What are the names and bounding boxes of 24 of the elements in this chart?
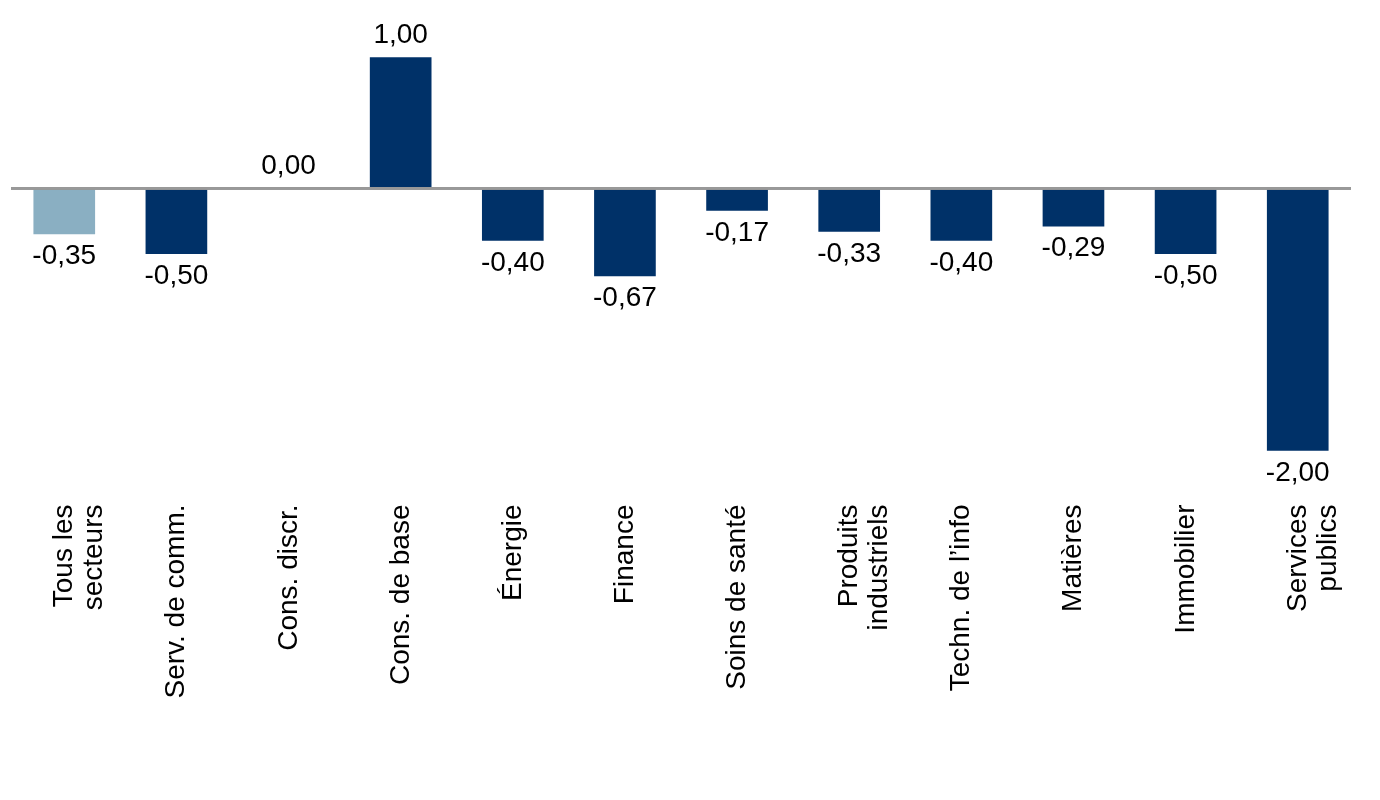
x-tick-label: Finance <box>607 504 639 605</box>
x-tick-label: Techn. de l’info <box>944 504 976 692</box>
data-label: -0,40 <box>929 245 994 277</box>
x-tick-label: Services publics <box>1280 504 1342 612</box>
data-label: -0,50 <box>144 258 209 290</box>
x-tick-label: Tous les secteurs <box>47 504 109 611</box>
x-tick-label: Matières <box>1056 504 1088 612</box>
data-label: 1,00 <box>373 18 428 50</box>
x-tick-label: Énergie <box>495 504 527 602</box>
x-tick-label: Cons. de base <box>383 504 415 686</box>
data-label: -0,35 <box>32 239 97 271</box>
data-label: -2,00 <box>1265 455 1330 487</box>
x-tick-label: Cons. discr. <box>271 504 303 651</box>
data-label: -0,40 <box>480 245 545 277</box>
data-label: 0,00 <box>261 149 316 181</box>
data-label: -0,29 <box>1041 231 1106 263</box>
x-tick-label: Soins de santé <box>720 504 752 690</box>
x-tick-label: Serv. de comm. <box>159 504 191 699</box>
x-tick-label: Produits industriels <box>832 504 894 631</box>
data-label: -0,33 <box>817 236 882 268</box>
data-label: -0,67 <box>593 281 657 313</box>
data-label: -0,17 <box>705 215 769 247</box>
data-label: -0,50 <box>1153 258 1218 290</box>
x-tick-label: Immobilier <box>1168 504 1200 634</box>
